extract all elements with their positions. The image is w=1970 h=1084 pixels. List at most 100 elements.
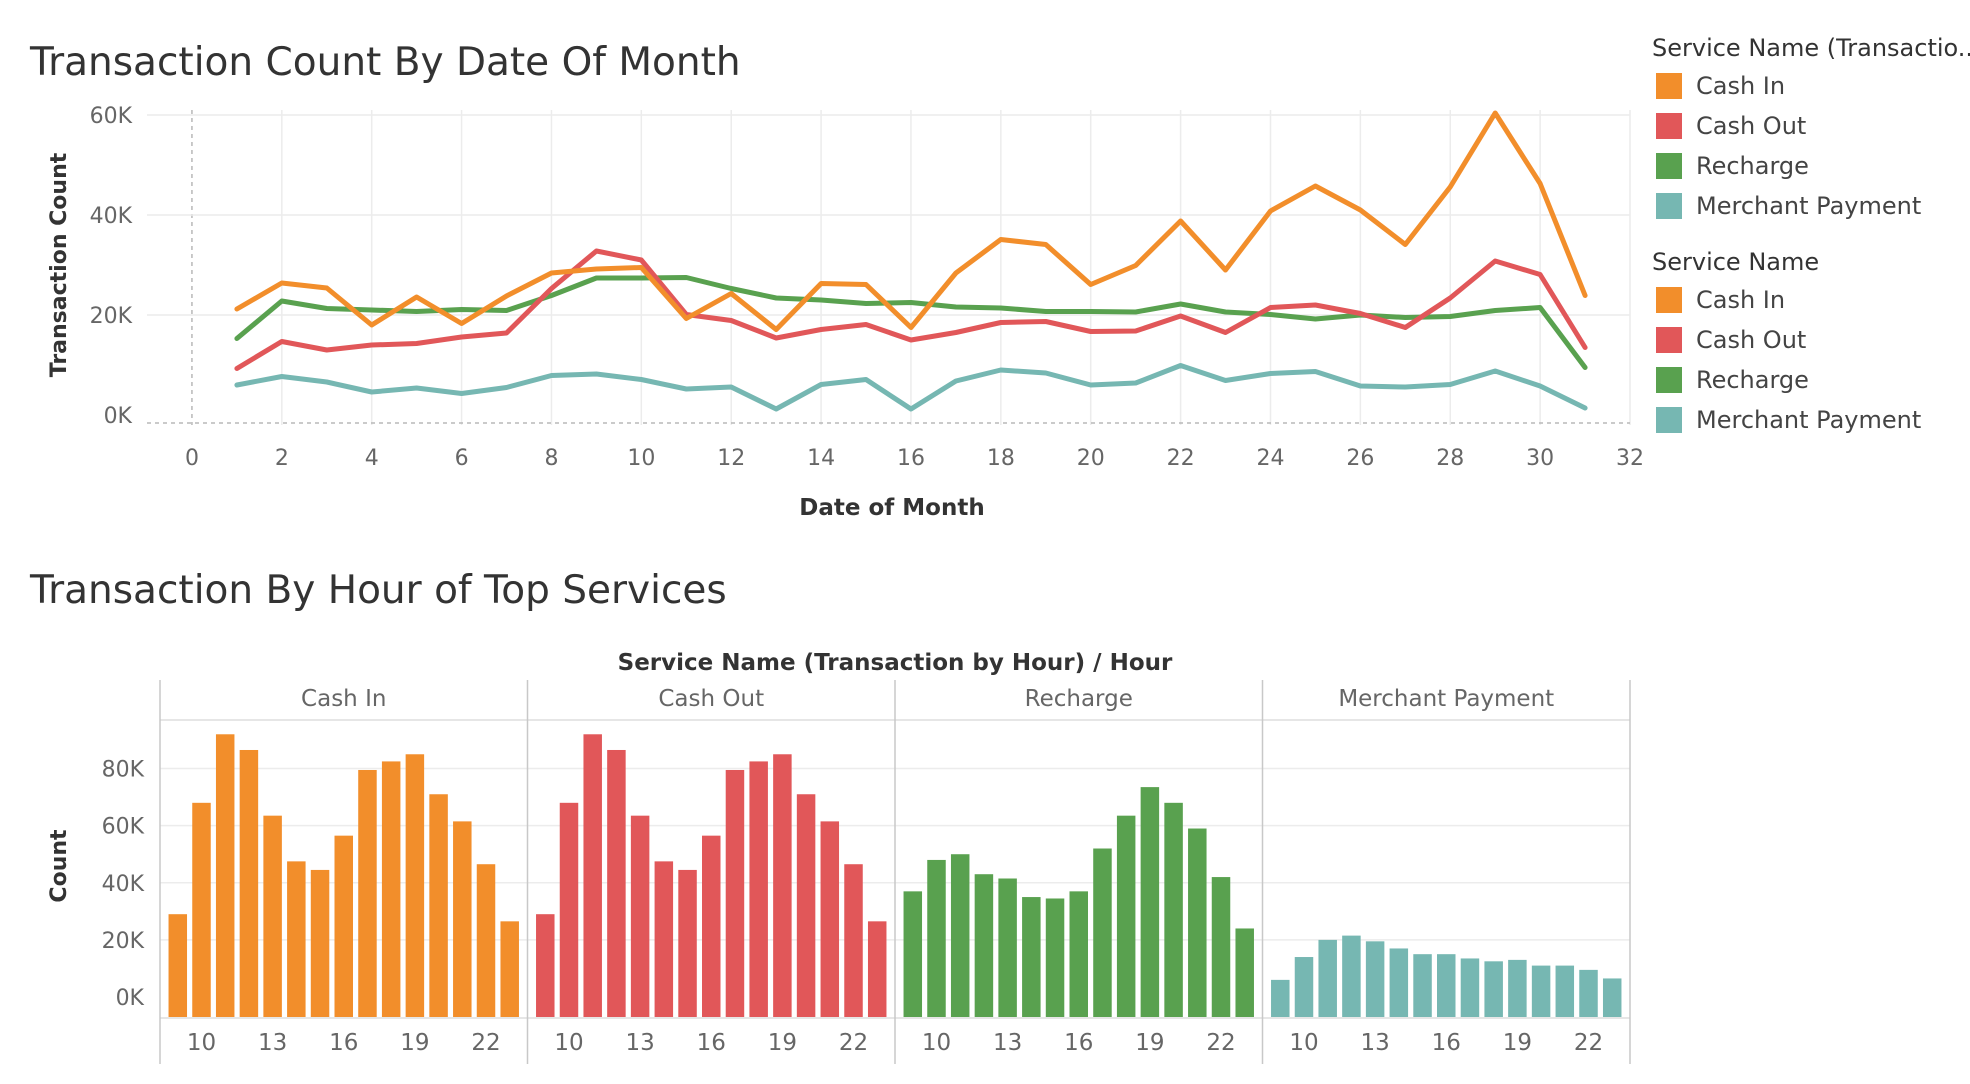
legend-item-recharge[interactable]: Recharge [1652,146,1970,186]
y-axis-title: Count [47,829,72,903]
bar-cash-in [239,749,259,1017]
x-tick-label: 24 [1256,446,1284,471]
x-axis-title: Date of Month [799,495,984,521]
bar-merchant-payment [1365,941,1385,1017]
bar-merchant-payment [1531,965,1551,1017]
bar-merchant-payment [1484,961,1503,1017]
bar-cash-out [867,921,887,1017]
legend-item-cash-out[interactable]: Cash Out [1652,106,1970,146]
bar-merchant-payment [1555,965,1575,1017]
x-tick-label: 19 [1503,1030,1532,1056]
series-line-cash-out [234,248,1588,371]
bar-merchant-payment [1508,959,1527,1017]
x-tick-label: 10 [554,1030,583,1056]
y-tick-label: 40K [102,872,145,897]
bar-merchant-payment [1579,969,1598,1017]
x-tick-label: 16 [1432,1030,1461,1056]
panel-header-label: Recharge [1025,686,1133,712]
y-tick-label: 40K [90,204,133,229]
bar-cash-out [678,869,697,1017]
x-tick-label: 10 [1289,1030,1318,1056]
bar-merchant-payment [1460,958,1480,1017]
bar-recharge [950,854,970,1017]
legend-label: Merchant Payment [1696,406,1922,434]
x-tick-label: 16 [897,446,925,471]
legend-item-cash-in[interactable]: Cash In [1652,280,1970,320]
panel-header-label: Merchant Payment [1338,686,1554,712]
x-tick-label: 16 [329,1030,358,1056]
bar-cash-in [405,754,425,1017]
legend-swatch [1656,153,1682,179]
x-tick-label: 10 [187,1030,216,1056]
x-tick-label: 13 [625,1030,654,1056]
panel-header-label: Cash Out [658,686,764,712]
bar-recharge [998,878,1017,1017]
bar-cash-out [773,754,792,1017]
bar-merchant-payment [1318,939,1337,1017]
legend-label: Cash Out [1696,112,1807,140]
x-tick-label: 10 [922,1030,951,1056]
bar-cash-in [263,815,282,1017]
x-tick-label: 19 [1135,1030,1164,1056]
y-tick-label: 0K [116,986,145,1011]
bar-cash-out [654,861,674,1017]
bar-recharge [1140,787,1160,1017]
legend-item-recharge[interactable]: Recharge [1652,360,1970,400]
x-tick-label: 22 [471,1030,500,1056]
bar-recharge [1164,802,1183,1017]
panel-header-label: Cash In [301,686,386,712]
legend-swatch [1656,73,1682,99]
y-axis-title: Transaction Count [47,152,72,377]
bar-cash-in [381,761,401,1017]
legend-label: Cash In [1696,72,1786,100]
bar-recharge [1022,897,1041,1017]
legend-swatch [1656,193,1682,219]
bar-cash-in [215,734,235,1017]
bar-cash-in [334,835,353,1017]
bar-cash-out [559,802,579,1017]
legend-swatch [1656,287,1682,313]
bar-recharge [1069,891,1088,1017]
x-tick-label: 20 [1077,446,1105,471]
bar-cash-in [453,821,472,1017]
legend-swatch [1656,407,1682,433]
bar-cash-in [310,869,330,1017]
x-tick-label: 4 [365,446,379,471]
x-tick-label: 28 [1436,446,1464,471]
x-tick-label: 13 [1360,1030,1389,1056]
legend-swatch [1656,367,1682,393]
x-tick-label: 22 [1574,1030,1603,1056]
bar-cash-in [476,864,496,1017]
legend-label: Recharge [1696,366,1809,394]
bar-cash-out [820,821,840,1017]
x-tick-label: 16 [1064,1030,1093,1056]
bar-recharge [1045,898,1065,1017]
x-tick-label: 16 [697,1030,726,1056]
x-tick-label: 18 [987,446,1015,471]
x-tick-label: 19 [768,1030,797,1056]
bar-merchant-payment [1342,935,1361,1017]
line-chart-title: Transaction Count By Date Of Month [30,40,741,85]
x-tick-label: 32 [1616,446,1644,471]
legend-item-merchant-payment[interactable]: Merchant Payment [1652,400,1970,440]
bar-cash-in [192,802,211,1017]
bar-merchant-payment [1437,954,1456,1017]
facet-header-title: Service Name (Transaction by Hour) / Hou… [618,650,1173,676]
legend-item-cash-out[interactable]: Cash Out [1652,320,1970,360]
legend-item-cash-in[interactable]: Cash In [1652,66,1970,106]
bar-cash-in [358,769,377,1017]
bar-recharge [1211,877,1231,1017]
bar-cash-in [500,921,519,1017]
x-tick-label: 0 [185,446,199,471]
bar-cash-out [536,914,555,1017]
bar-recharge [1188,828,1207,1017]
x-tick-label: 26 [1346,446,1374,471]
bar-cash-out [725,769,745,1017]
legend-title: Service Name [1652,248,1820,276]
bar-cash-out [630,815,650,1017]
bar-cash-out [749,761,768,1017]
bar-merchant-payment [1602,978,1622,1017]
x-tick-label: 22 [1167,446,1195,471]
legend-item-merchant-payment[interactable]: Merchant Payment [1652,186,1970,226]
